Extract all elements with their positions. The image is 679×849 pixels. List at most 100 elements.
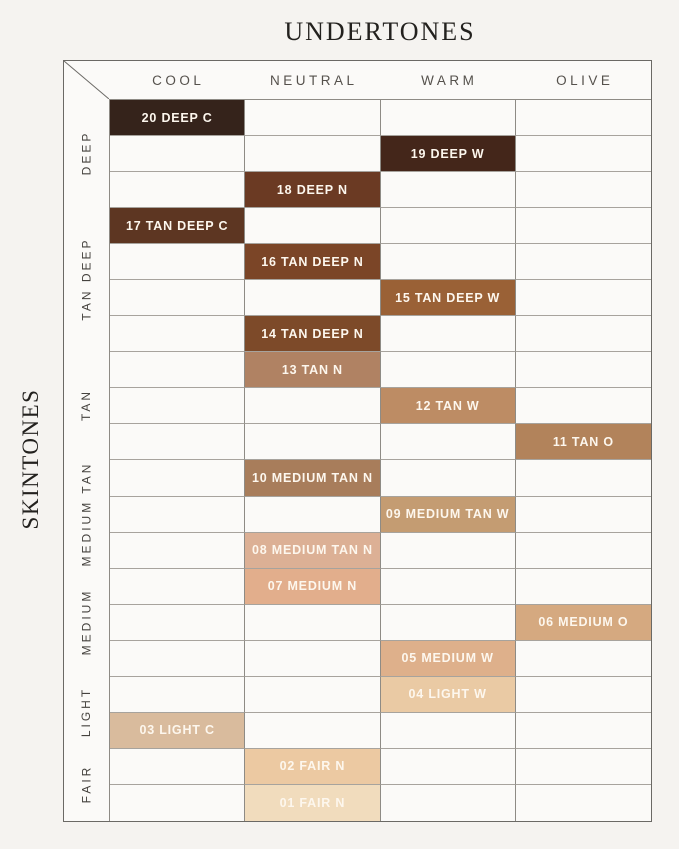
empty-grid-cell	[380, 208, 516, 245]
shade-swatch: 03 LIGHT C	[110, 712, 246, 749]
empty-grid-cell	[245, 100, 381, 137]
shade-swatch: 16 TAN DEEP N	[245, 244, 381, 281]
shade-label: 19 DEEP W	[410, 146, 485, 161]
empty-grid-cell	[515, 208, 651, 245]
empty-grid-cell	[110, 784, 246, 821]
group-label: MEDIUM	[79, 588, 94, 656]
empty-grid-cell	[110, 460, 246, 497]
empty-grid-cell	[515, 569, 651, 605]
shade-label: 17 TAN DEEP C	[125, 218, 229, 233]
corner-diagonal-line	[64, 61, 109, 99]
shade-label: 01 FAIR N	[279, 795, 346, 810]
shade-label: 05 MEDIUM W	[401, 651, 494, 666]
shade-swatch: 18 DEEP N	[245, 172, 381, 209]
group-label: TAN	[79, 389, 94, 422]
column-header-olive: OLIVE	[556, 72, 614, 88]
empty-grid-cell	[245, 640, 381, 677]
empty-grid-cell	[380, 604, 516, 641]
group-label: FAIR	[79, 764, 94, 804]
empty-grid-cell	[110, 496, 246, 533]
group-label: DEEP	[79, 130, 94, 176]
empty-grid-cell	[245, 136, 381, 173]
empty-grid-cell	[110, 352, 246, 389]
empty-grid-cell	[110, 280, 246, 317]
empty-grid-cell	[245, 208, 381, 245]
shade-swatch: 07 MEDIUM N	[245, 568, 381, 605]
empty-grid-cell	[110, 424, 246, 461]
shade-swatch: 17 TAN DEEP C	[110, 208, 246, 245]
empty-grid-cell	[380, 460, 516, 497]
page-title: UNDERTONES	[284, 17, 476, 46]
group-label: TAN DEEP	[79, 237, 94, 321]
empty-grid-cell	[515, 280, 651, 317]
shade-swatch: 13 TAN N	[245, 352, 381, 389]
shade-swatch: 20 DEEP C	[110, 100, 246, 137]
group-cell-deep: DEEP	[64, 99, 109, 207]
shade-chart-table: COOL NEUTRAL WARM OLIVE DEEP TAN DEEP TAN MEDI…	[63, 60, 652, 822]
empty-grid-cell	[245, 496, 381, 533]
group-cell-fair: FAIR	[64, 748, 109, 820]
shade-label: 13 TAN N	[281, 362, 343, 377]
empty-grid-cell	[110, 604, 246, 641]
shade-swatch: 19 DEEP W	[380, 136, 516, 173]
undertone-header-row: COOL NEUTRAL WARM OLIVE	[64, 61, 651, 99]
empty-grid-cell	[380, 244, 516, 281]
shade-swatch: 11 TAN O	[515, 424, 651, 461]
group-cell-tan: TAN	[64, 351, 109, 459]
empty-grid-cell	[515, 677, 651, 713]
group-label: LIGHT	[79, 686, 94, 737]
empty-grid-cell	[515, 497, 651, 533]
shade-label: 10 MEDIUM TAN N	[251, 470, 373, 485]
empty-grid-cell	[110, 532, 246, 569]
empty-grid-cell	[110, 136, 246, 173]
group-label: MEDIUM TAN	[79, 461, 94, 566]
empty-grid-cell	[110, 244, 246, 281]
shade-swatch: 12 TAN W	[380, 388, 516, 425]
shade-label: 03 LIGHT C	[139, 723, 215, 738]
empty-grid-cell	[515, 100, 651, 137]
empty-grid-cell	[110, 316, 246, 353]
group-cell-tan-deep: TAN DEEP	[64, 207, 109, 351]
group-cell-light: LIGHT	[64, 676, 109, 748]
shade-swatch: 02 FAIR N	[245, 748, 381, 785]
empty-grid-cell	[380, 172, 516, 209]
empty-grid-cell	[110, 640, 246, 677]
shade-label: 14 TAN DEEP N	[261, 326, 364, 341]
empty-grid-cell	[380, 748, 516, 785]
empty-grid-cell	[245, 604, 381, 641]
empty-grid-cell	[515, 388, 651, 425]
shade-swatch: 08 MEDIUM TAN N	[245, 532, 381, 569]
empty-grid-cell	[381, 784, 516, 821]
empty-grid-cell	[515, 316, 651, 353]
y-axis-title: SKINTONES	[18, 388, 43, 530]
column-header-cool: COOL	[152, 72, 205, 88]
empty-grid-cell	[515, 641, 651, 677]
empty-grid-cell	[110, 172, 246, 209]
empty-grid-cell	[515, 136, 651, 173]
empty-grid-cell	[245, 676, 381, 713]
empty-grid-cell	[380, 100, 516, 137]
empty-grid-cell	[110, 568, 246, 605]
shade-label: 08 MEDIUM TAN N	[251, 543, 373, 558]
group-cell-medium-tan: MEDIUM TAN	[64, 459, 109, 567]
shade-swatch: 01 FAIR N	[245, 784, 381, 821]
empty-grid-cell	[110, 388, 246, 425]
empty-grid-cell	[110, 676, 246, 713]
empty-grid-cell	[380, 424, 516, 461]
empty-grid-cell	[380, 568, 516, 605]
shade-label: 15 TAN DEEP W	[395, 290, 501, 305]
shade-swatch: 04 LIGHT W	[380, 676, 516, 713]
shade-label: 18 DEEP N	[276, 182, 348, 197]
empty-grid-cell	[110, 748, 246, 785]
empty-grid-cell	[515, 244, 651, 281]
empty-grid-cell	[516, 785, 651, 821]
empty-grid-cell	[245, 280, 381, 317]
shade-label: 12 TAN W	[415, 398, 480, 413]
column-header-neutral: NEUTRAL	[269, 72, 358, 88]
shade-swatch: 06 MEDIUM O	[515, 604, 651, 641]
shade-label: 04 LIGHT W	[408, 687, 487, 702]
shade-label: 20 DEEP C	[141, 110, 213, 125]
empty-grid-cell	[245, 424, 381, 461]
empty-grid-cell	[380, 712, 516, 749]
corner-cell	[64, 61, 109, 99]
